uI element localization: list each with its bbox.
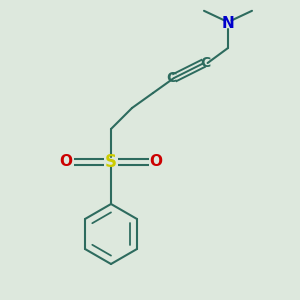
Text: S: S <box>105 153 117 171</box>
Text: O: O <box>149 154 163 169</box>
Text: O: O <box>59 154 73 169</box>
Text: C: C <box>167 71 177 85</box>
Text: N: N <box>222 16 234 32</box>
Text: C: C <box>201 56 211 70</box>
